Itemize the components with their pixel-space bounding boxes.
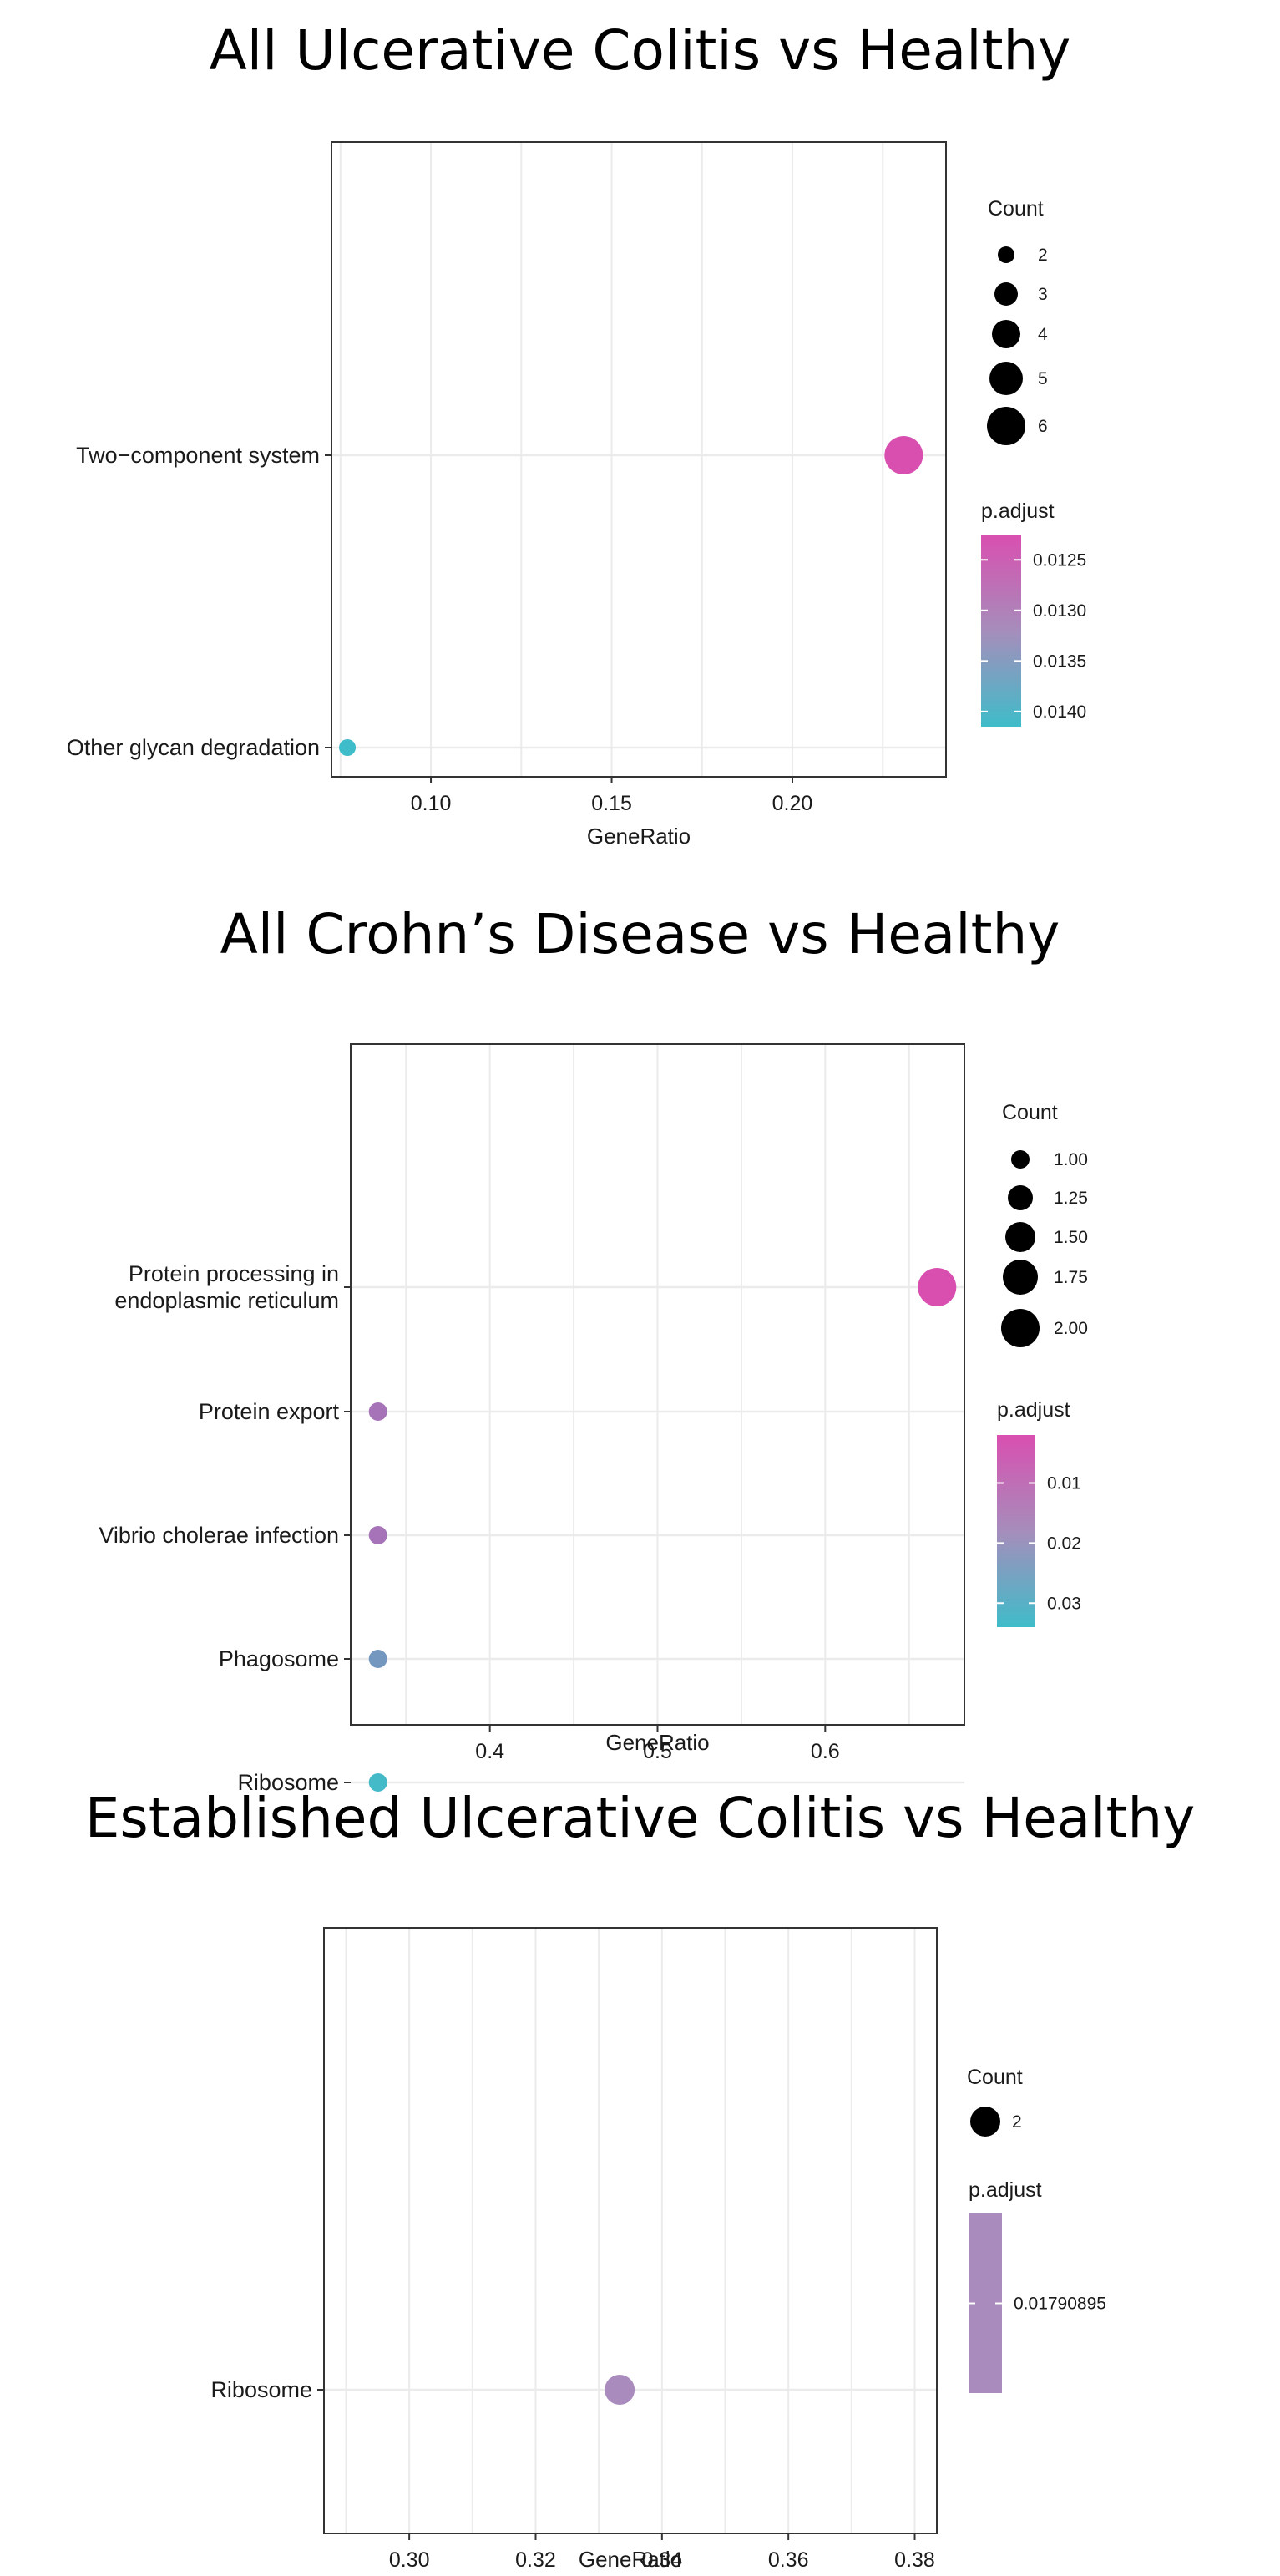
chart-title: Established Ulcerative Colitis vs Health… (84, 1786, 1196, 1850)
x-tick-label: 0.4 (475, 1740, 504, 1763)
size-legend-key (987, 407, 1025, 445)
data-point (368, 1402, 387, 1421)
plot-area (331, 142, 946, 777)
data-point (368, 1526, 387, 1544)
y-tick-label: Ribosome (210, 2377, 312, 2402)
size-legend-key (998, 246, 1014, 263)
plot-frame (331, 141, 947, 778)
dot-plot-1: 0.10 0.15 0.20 GeneRatio Two−component syste… (67, 141, 1086, 849)
color-legend-label: 0.0125 (1033, 550, 1086, 570)
data-point (368, 1650, 387, 1668)
chart-title: All Ulcerative Colitis vs Healthy (209, 18, 1071, 83)
y-tick-label: Phagosome (219, 1646, 339, 1671)
data-point (884, 436, 923, 474)
y-tick-label: Protein export (199, 1399, 340, 1424)
chart-panel-1: All Ulcerative Colitis vs Healthy 0.10 0.… (0, 0, 1280, 877)
size-legend-label: 6 (1038, 417, 1048, 436)
size-legend-label: 2.00 (1054, 1319, 1088, 1338)
x-tick-label: 0.34 (641, 2548, 682, 2572)
size-legend-key (992, 320, 1020, 348)
size-legend-label: 1.75 (1054, 1268, 1088, 1287)
size-legend-title: Count (1002, 1101, 1058, 1124)
size-legend-label: 5 (1038, 369, 1048, 388)
x-tick-label: 0.36 (768, 2548, 809, 2572)
x-tick-label: 0.38 (894, 2548, 935, 2572)
color-legend-bar (981, 535, 1021, 727)
plot-frame (323, 1927, 938, 2534)
size-legend-label: 1.25 (1054, 1189, 1088, 1208)
y-tick-label: Ribosome (237, 1770, 339, 1795)
data-point (918, 1268, 957, 1306)
color-legend-label: 0.0140 (1033, 702, 1086, 722)
x-tick-label: 0.6 (811, 1740, 840, 1763)
size-legend-label: 2 (1038, 246, 1048, 265)
dot-plot-3: 0.30 0.32 0.34 0.36 0.38 GeneRatio Ribosome Cou… (210, 1927, 1106, 2572)
chart-panel-2: All Crohn’s Disease vs Healthy 0.4 0.5 0.6… (0, 877, 1280, 1795)
size-legend-label: 2 (1012, 2112, 1022, 2132)
size-legend-key (1003, 1260, 1038, 1295)
x-tick-label: 0.15 (591, 792, 632, 815)
x-tick-label: 0.32 (515, 2548, 556, 2572)
y-tick-label: Two−component system (76, 443, 320, 468)
y-tick-label: Other glycan degradation (67, 735, 320, 760)
color-legend-title: p.adjust (997, 1398, 1070, 1422)
x-tick-label: 0.20 (772, 792, 813, 815)
size-legend-key (994, 282, 1018, 306)
color-legend-label: 0.0135 (1033, 652, 1086, 671)
dot-plot-2: 0.4 0.5 0.6 GeneRatio Protein processing in e… (99, 1043, 1088, 1795)
data-point (339, 739, 357, 756)
x-axis-title: GeneRatio (579, 2547, 682, 2572)
x-tick-label: 0.30 (389, 2548, 430, 2572)
y-tick-label: Vibrio cholerae infection (99, 1523, 339, 1548)
size-legend-key (1011, 1150, 1030, 1169)
color-legend-label: 0.01790895 (1014, 2295, 1106, 2314)
size-legend-title: Count (967, 2066, 1023, 2089)
color-legend-title: p.adjust (969, 2178, 1042, 2202)
x-tick-label: 0.5 (643, 1740, 672, 1763)
size-legend-label: 4 (1038, 325, 1048, 344)
x-axis-title: GeneRatio (605, 1730, 709, 1755)
color-legend-label: 0.02 (1047, 1534, 1081, 1553)
size-legend-key (1005, 1222, 1035, 1252)
chart-title: All Crohn’s Disease vs Healthy (220, 902, 1060, 966)
data-point (368, 1773, 387, 1792)
chart-panel-3: Established Ulcerative Colitis vs Health… (0, 1771, 1280, 2576)
color-legend-label: 0.0130 (1033, 601, 1086, 621)
x-axis-title: GeneRatio (587, 824, 691, 849)
size-legend-key (970, 2107, 1000, 2137)
plot-area (324, 1928, 937, 2533)
size-legend-label: 3 (1038, 285, 1048, 304)
color-legend-title: p.adjust (981, 499, 1055, 523)
color-legend-bar (997, 1435, 1035, 1627)
size-legend-key (1008, 1185, 1033, 1210)
size-legend-key (989, 362, 1023, 395)
size-legend-title: Count (988, 197, 1044, 221)
y-tick-label: Protein processing in endoplasmic reticul… (114, 1261, 339, 1313)
size-legend-label: 1.50 (1054, 1228, 1088, 1247)
color-legend-label: 0.01 (1047, 1474, 1081, 1493)
data-point (605, 2375, 635, 2405)
color-legend-label: 0.03 (1047, 1594, 1081, 1613)
size-legend-label: 1.00 (1054, 1150, 1088, 1169)
x-tick-label: 0.10 (411, 792, 452, 815)
size-legend-key (1001, 1309, 1040, 1347)
